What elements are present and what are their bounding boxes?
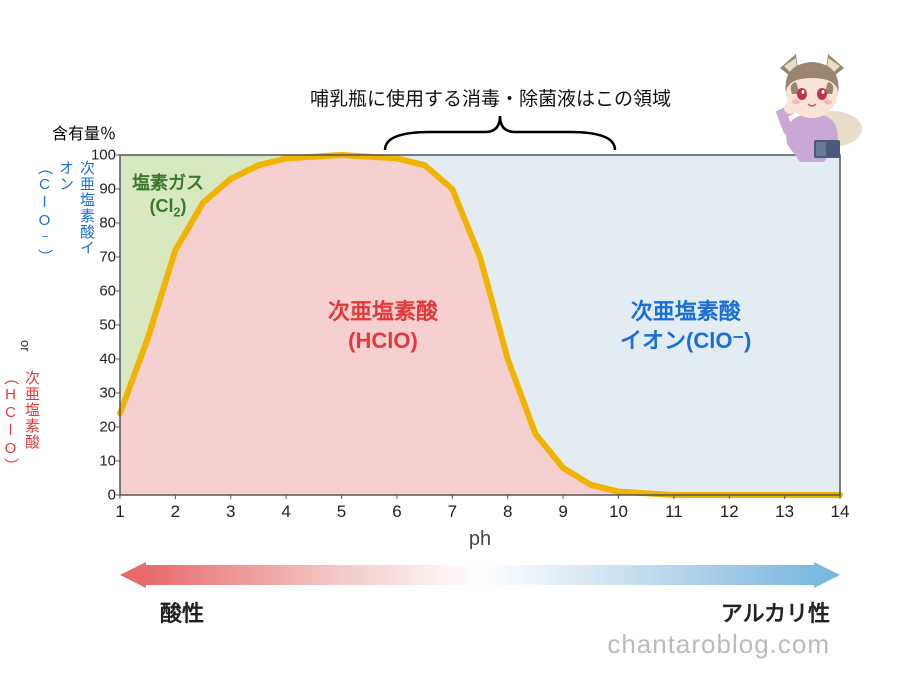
y-tick: 70 (99, 249, 116, 266)
x-tick: 11 (665, 502, 683, 522)
x-axis-label: ph (120, 528, 840, 551)
y-tick: 60 (99, 283, 116, 300)
x-tick: 5 (337, 502, 346, 522)
ph-gradient-bar (145, 565, 815, 585)
region-label-hclo: 次亜塩素酸 (HClO) (328, 298, 438, 355)
brace-icon (380, 110, 620, 154)
hclo-paren: (HClO) (348, 328, 418, 353)
x-tick: 12 (720, 502, 739, 522)
y-tick: 40 (99, 351, 116, 368)
cl2-sub: 2 (173, 206, 180, 220)
y-red-text: 次亜塩素酸 (23, 370, 40, 450)
region-label-clo: 次亜塩素酸 イオン(ClO⁻) (620, 298, 751, 355)
hclo-text: 次亜塩素酸 (328, 299, 438, 324)
x-tick: 10 (609, 502, 628, 522)
clo-text: 次亜塩素酸 (631, 299, 741, 324)
x-tick: 13 (775, 502, 794, 522)
cl2-text: 塩素ガス (132, 173, 204, 193)
y-tick: 90 (99, 181, 116, 198)
label-alkaline: アルカリ性 (721, 596, 830, 628)
x-tick: 7 (448, 502, 457, 522)
y-blue-paren: （ClO⁻） (36, 160, 53, 265)
ph-gradient-scale (120, 562, 840, 588)
top-annotation: 哺乳瓶に使用する消毒・除菌液はこの領域 (310, 84, 671, 111)
x-ticks: 1234567891011121314 (120, 502, 840, 528)
y-tick: 80 (99, 215, 116, 232)
y-tick: 0 (108, 487, 116, 504)
x-tick: 8 (503, 502, 512, 522)
y-tick: 30 (99, 385, 116, 402)
label-acidic: 酸性 (160, 596, 204, 628)
y-tick: 100 (91, 147, 116, 164)
y-title: 含有量％ (52, 120, 116, 144)
arrow-left-icon (120, 562, 146, 588)
x-tick: 9 (558, 502, 567, 522)
y-label-hclo: 次亜塩素酸（HClO） (0, 370, 42, 474)
y-tick: 50 (99, 317, 116, 334)
cl2-paren: (Cl (149, 196, 173, 216)
y-tick: 20 (99, 419, 116, 436)
mascot-icon (752, 44, 872, 164)
region-label-cl2: 塩素ガス (Cl2) (132, 172, 204, 221)
cl2-close: ) (181, 196, 187, 216)
page-root: 哺乳瓶に使用する消毒・除菌液はこの領域 含有量％ 次亜塩素酸イオン（ClO⁻） … (0, 0, 900, 700)
x-tick: 1 (115, 502, 124, 522)
x-tick: 2 (171, 502, 180, 522)
y-label-or: or (18, 340, 33, 352)
x-tick: 4 (281, 502, 290, 522)
y-ticks: 0102030405060708090100 (84, 155, 120, 495)
watermark: chantaroblog.com (607, 629, 830, 660)
x-tick: 3 (226, 502, 235, 522)
y-red-paren: （HClO） (2, 370, 19, 474)
clo-paren: イオン(ClO⁻) (620, 328, 751, 353)
x-tick: 14 (831, 502, 850, 522)
y-tick: 10 (99, 453, 116, 470)
x-tick: 6 (392, 502, 401, 522)
arrow-right-icon (814, 562, 840, 588)
